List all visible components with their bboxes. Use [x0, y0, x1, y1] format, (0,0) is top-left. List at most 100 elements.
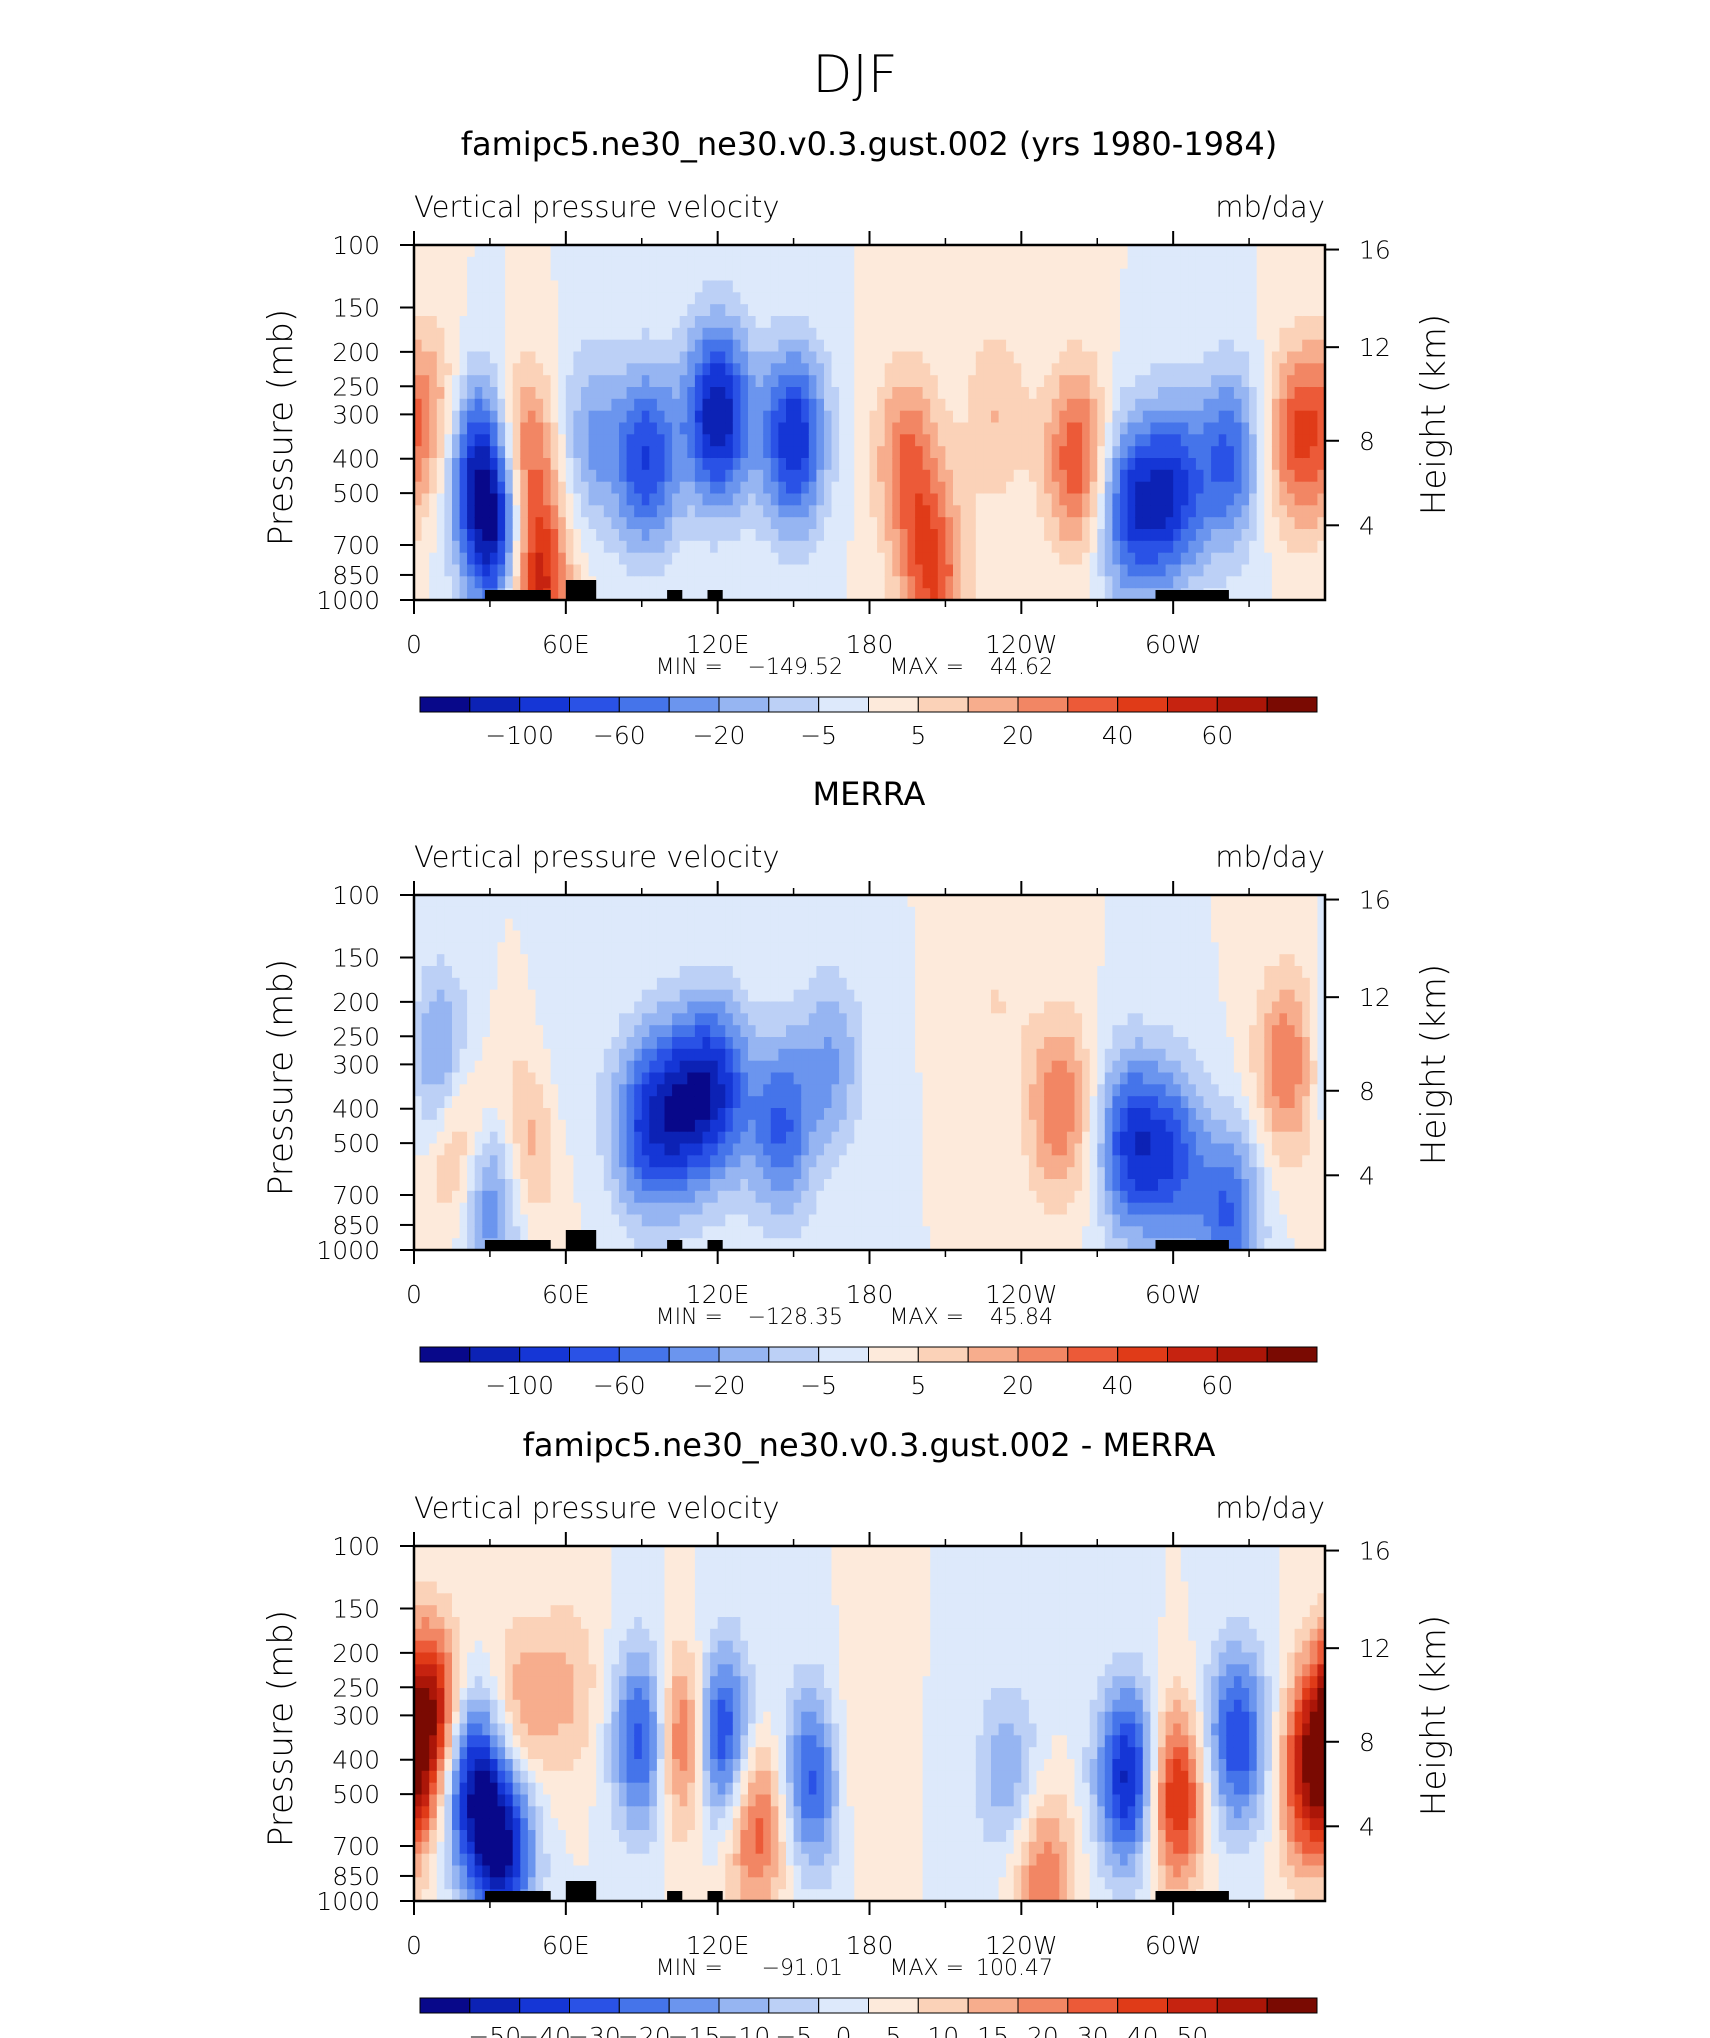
heatmap-cell	[444, 1025, 453, 1038]
heatmap-cell	[573, 434, 582, 447]
heatmap-cell	[1249, 410, 1258, 424]
heatmap-cell	[543, 446, 552, 459]
heatmap-cell	[543, 930, 552, 943]
heatmap-cell	[603, 339, 612, 353]
heatmap-cell	[543, 1048, 552, 1062]
heatmap-cell	[603, 1190, 612, 1204]
heatmap-cell	[535, 942, 544, 955]
heatmap-cell	[877, 517, 886, 530]
heatmap-cell	[414, 1131, 423, 1145]
heatmap-cell	[679, 1084, 688, 1097]
heatmap-cell	[778, 481, 787, 495]
heatmap-cell	[467, 280, 476, 293]
heatmap-cell	[899, 493, 909, 506]
heatmap-cell	[543, 1119, 552, 1133]
heatmap-cell	[899, 316, 909, 329]
heatmap-cell	[1233, 446, 1243, 459]
heatmap-cell	[1195, 280, 1205, 293]
heatmap-cell	[831, 529, 840, 542]
heatmap-cell	[497, 398, 506, 412]
heatmap-cell	[482, 316, 491, 329]
heatmap-cell	[679, 410, 688, 424]
heatmap-cell	[824, 245, 833, 258]
heatmap-cell	[770, 375, 779, 388]
heatmap-cell	[603, 351, 612, 364]
heatmap-cell	[1317, 304, 1326, 317]
heatmap-cell	[1249, 245, 1258, 258]
heatmap-cell	[641, 954, 650, 967]
heatmap-cell	[1120, 493, 1129, 506]
heatmap-cell	[1044, 588, 1053, 601]
heatmap-cell	[672, 1084, 681, 1097]
heatmap-cell	[527, 564, 537, 577]
heatmap-cell	[1226, 387, 1235, 400]
heatmap-cell	[603, 327, 612, 341]
heatmap-cell	[482, 564, 491, 577]
heatmap-cell	[656, 1084, 666, 1097]
heatmap-cell	[1233, 529, 1243, 542]
heatmap-cell	[505, 351, 514, 364]
heatmap-cell	[1271, 517, 1281, 530]
heatmap-cell	[505, 954, 514, 967]
heatmap-cell	[861, 245, 871, 258]
heatmap-cell	[535, 351, 544, 364]
heatmap-cell	[429, 540, 438, 554]
heatmap-cell	[656, 1108, 666, 1121]
heatmap-cell	[892, 458, 901, 471]
heatmap-cell	[816, 564, 825, 577]
heatmap-cell	[649, 458, 658, 471]
heatmap-cell	[1226, 422, 1235, 435]
heatmap-cell	[474, 588, 483, 601]
heatmap-cell	[467, 930, 476, 943]
heatmap-cell	[641, 564, 650, 577]
heatmap-cell	[1195, 304, 1205, 317]
heatmap-cell	[436, 1025, 445, 1038]
heatmap-cell	[573, 977, 582, 991]
heatmap-cell	[619, 1131, 628, 1145]
heatmap-cell	[1195, 458, 1205, 471]
heatmap-cell	[1066, 327, 1076, 341]
heatmap-cell	[459, 966, 468, 979]
heatmap-cell	[930, 292, 939, 305]
heatmap-cell	[1097, 351, 1106, 364]
heatmap-cell	[596, 1167, 605, 1180]
heatmap-cell	[1203, 540, 1212, 554]
heatmap-cell	[482, 1096, 491, 1109]
heatmap-cell	[816, 339, 825, 353]
heatmap-cell	[596, 304, 605, 317]
heatmap-cell	[1195, 481, 1205, 495]
heatmap-cell	[634, 316, 643, 329]
colorbar-swatch	[618, 696, 670, 713]
heatmap-cell	[656, 1001, 666, 1014]
heatmap-cell	[839, 458, 848, 471]
heatmap-cell	[459, 930, 468, 943]
heatmap-cell	[1127, 304, 1136, 317]
heatmap-cell	[1165, 422, 1174, 435]
heatmap-cell	[725, 1202, 734, 1216]
heatmap-cell	[497, 930, 506, 943]
heatmap-cell	[679, 363, 688, 376]
heatmap-cell	[717, 410, 726, 424]
heatmap-cell	[717, 256, 726, 270]
heatmap-cell	[793, 493, 802, 506]
heatmap-cell	[930, 564, 939, 577]
heatmap-cell	[725, 552, 734, 566]
heatmap-cell	[732, 375, 741, 388]
heatmap-cell	[1173, 422, 1182, 435]
heatmap-cell	[1165, 245, 1174, 258]
heatmap-cell	[535, 930, 544, 943]
heatmap-cell	[474, 458, 483, 471]
y-tick-label: 500	[332, 479, 380, 508]
heatmap-cell	[1150, 351, 1159, 364]
heatmap-cell	[778, 576, 787, 589]
heatmap-cell	[429, 564, 438, 577]
heatmap-cell	[1256, 458, 1265, 471]
heatmap-cell	[732, 398, 741, 412]
heatmap-cell	[535, 1025, 544, 1038]
heatmap-cell	[543, 280, 552, 293]
heatmap-cell	[877, 339, 886, 353]
heatmap-cell	[869, 363, 878, 376]
heatmap-cell	[953, 493, 962, 506]
heatmap-cell	[899, 446, 909, 459]
heatmap-cell	[1241, 268, 1250, 282]
